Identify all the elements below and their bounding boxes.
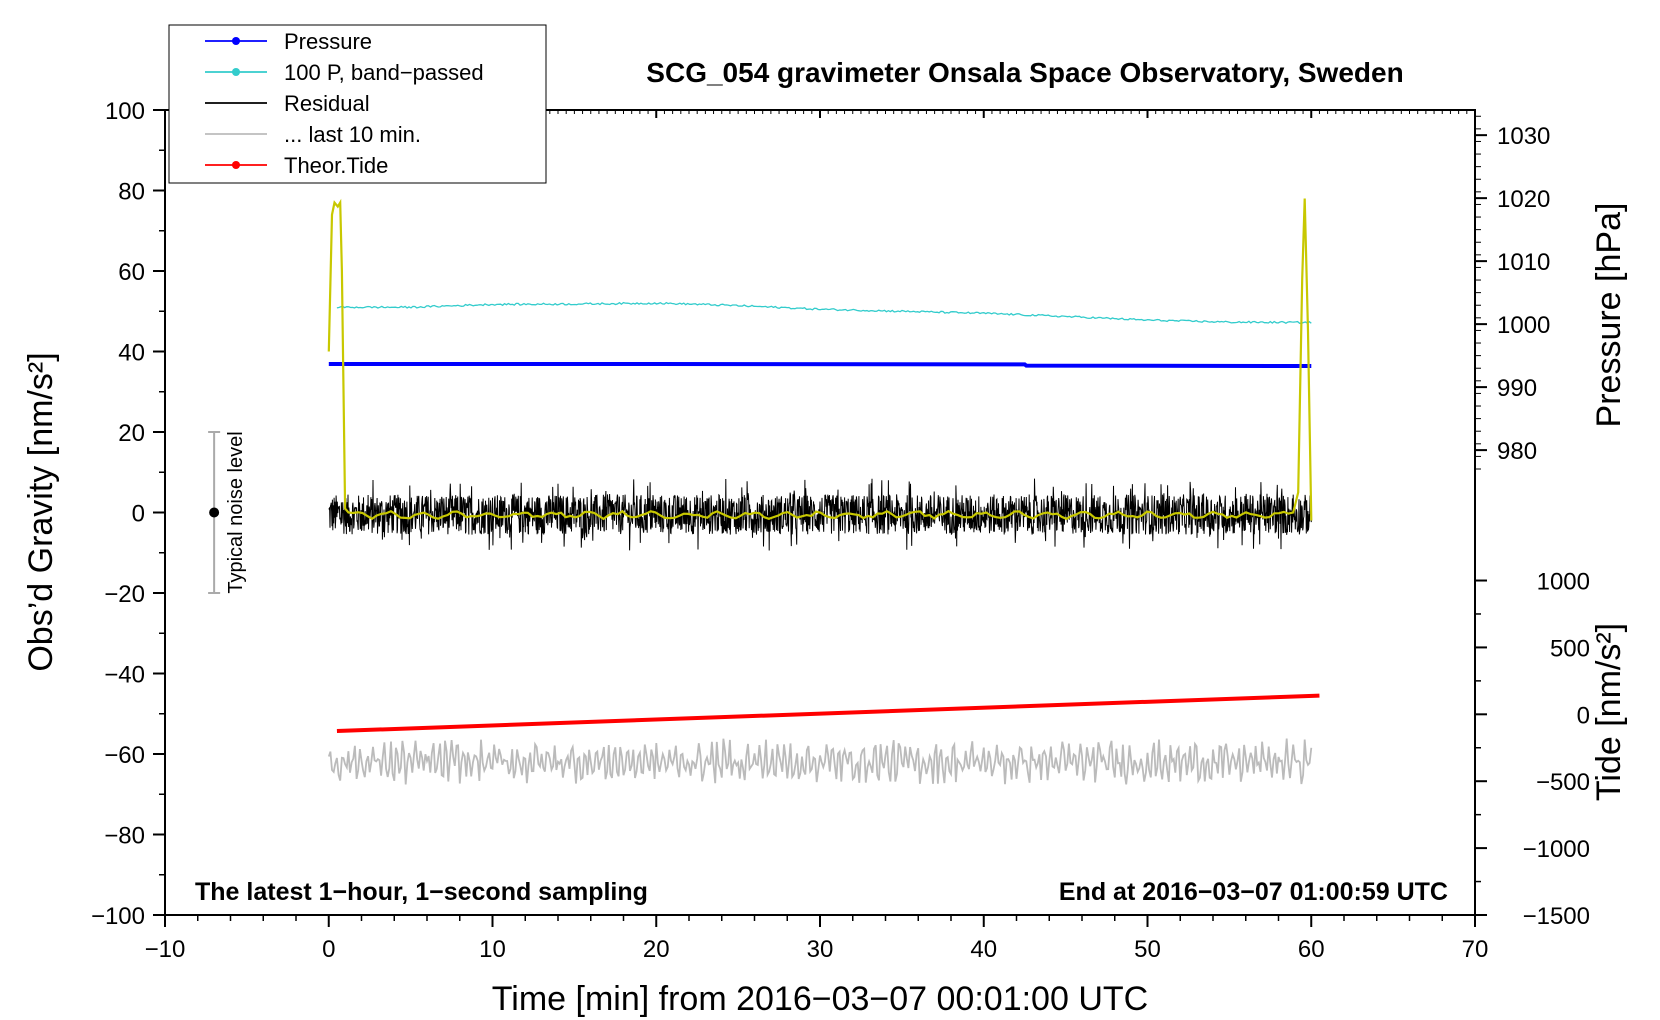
noise-bar-center-dot bbox=[209, 507, 220, 518]
right-note: End at 2016−03−07 01:00:59 UTC bbox=[1059, 878, 1448, 906]
pressure-axis-ticks: 1030 1020 1010 1000 990 980 bbox=[1475, 115, 1550, 470]
pressure-tick-label: 1020 bbox=[1497, 186, 1550, 213]
y-tick-label: −40 bbox=[104, 662, 145, 689]
y-tick-label: −20 bbox=[104, 581, 145, 608]
y-tick-label: 20 bbox=[118, 420, 145, 447]
legend-label: Pressure bbox=[284, 29, 372, 54]
noise-label: Typical noise level bbox=[225, 431, 247, 593]
left-note: The latest 1−hour, 1−second sampling bbox=[195, 878, 648, 906]
x-axis-ticks: −10 0 10 20 30 40 50 60 70 bbox=[145, 110, 1489, 963]
x-tick-label: 0 bbox=[322, 936, 335, 963]
last-10-min-series bbox=[327, 738, 1313, 785]
legend-box bbox=[168, 24, 547, 184]
pressure-series bbox=[328, 362, 1312, 368]
legend: Pressure 100 P, band−passed Residual ... la… bbox=[168, 24, 547, 184]
x-tick-label: 10 bbox=[479, 936, 506, 963]
legend-item: Theor.Tide bbox=[205, 153, 388, 178]
legend-marker bbox=[232, 161, 240, 169]
pressure-tick-label: 980 bbox=[1497, 438, 1537, 465]
y-axis-title-tide: Tide [nm/s²] bbox=[1590, 623, 1628, 801]
tide-tick-label: −500 bbox=[1536, 769, 1590, 796]
pressure-tick-label: 990 bbox=[1497, 375, 1537, 402]
x-tick-label: 20 bbox=[643, 936, 670, 963]
series-group bbox=[327, 198, 1320, 785]
x-tick-label: 70 bbox=[1462, 936, 1489, 963]
tide-tick-label: 0 bbox=[1577, 702, 1590, 729]
legend-item: Residual bbox=[205, 91, 370, 116]
y-axis-title-left: Obs’d Gravity [nm/s²] bbox=[22, 352, 60, 671]
theoretical-tide-series bbox=[336, 693, 1320, 734]
y-tick-label: 60 bbox=[118, 259, 145, 286]
x-axis-title: Time [min] from 2016−03−07 00:01:00 UTC bbox=[492, 980, 1148, 1018]
tide-tick-label: −1000 bbox=[1523, 836, 1590, 863]
y-tick-label: −80 bbox=[104, 823, 145, 850]
pressure-tick-label: 1030 bbox=[1497, 123, 1550, 150]
legend-label: 100 P, band−passed bbox=[284, 60, 484, 85]
x-tick-label: −10 bbox=[145, 936, 186, 963]
x-tick-label: 50 bbox=[1134, 936, 1161, 963]
band-passed-pressure-series bbox=[336, 301, 1312, 324]
tide-axis-ticks: 1000 500 0 −500 −1000 −1500 bbox=[1475, 569, 1590, 930]
tide-tick-label: 500 bbox=[1550, 635, 1590, 662]
legend-label: ... last 10 min. bbox=[284, 122, 421, 147]
legend-item: Pressure bbox=[205, 29, 372, 54]
y-tick-label: 40 bbox=[118, 340, 145, 367]
y-axis-title-pressure: Pressure [hPa] bbox=[1590, 203, 1628, 428]
legend-label: Residual bbox=[284, 91, 370, 116]
legend-item: 100 P, band−passed bbox=[205, 60, 484, 85]
legend-marker bbox=[232, 68, 240, 76]
y-tick-label: 0 bbox=[132, 501, 145, 528]
legend-label: Theor.Tide bbox=[284, 153, 388, 178]
pressure-tick-label: 1000 bbox=[1497, 312, 1550, 339]
y-axis-ticks: 100 80 60 40 20 0 −20 −40 −60 −80 −100 bbox=[91, 98, 165, 930]
legend-marker bbox=[232, 37, 240, 45]
x-tick-label: 30 bbox=[807, 936, 834, 963]
x-tick-label: 60 bbox=[1298, 936, 1325, 963]
chart-title: SCG_054 gravimeter Onsala Space Observat… bbox=[646, 57, 1403, 88]
tide-tick-label: 1000 bbox=[1537, 569, 1590, 596]
tide-tick-label: −1500 bbox=[1523, 903, 1590, 930]
noise-indicator: Typical noise level bbox=[208, 431, 247, 594]
x-tick-label: 40 bbox=[970, 936, 997, 963]
spike-trace-series bbox=[327, 198, 1313, 521]
legend-item: ... last 10 min. bbox=[205, 122, 421, 147]
pressure-tick-label: 1010 bbox=[1497, 249, 1550, 276]
y-tick-label: −60 bbox=[104, 742, 145, 769]
y-tick-label: 80 bbox=[118, 179, 145, 206]
residual-series bbox=[328, 478, 1312, 551]
y-tick-label: 100 bbox=[105, 98, 145, 125]
y-tick-label: −100 bbox=[91, 903, 145, 930]
